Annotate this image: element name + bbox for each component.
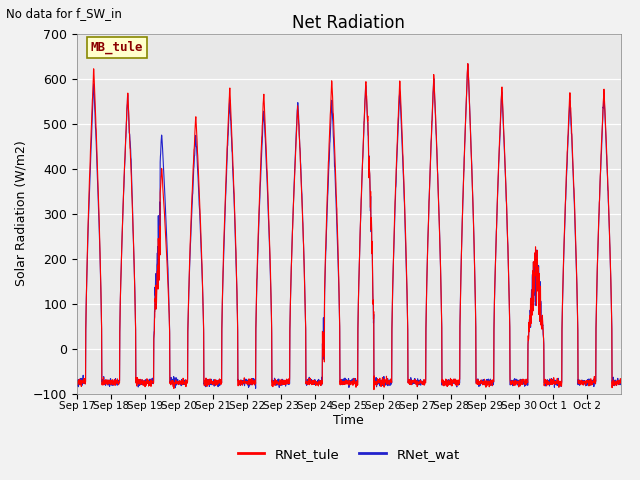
Title: Net Radiation: Net Radiation (292, 14, 405, 32)
RNet_wat (127, 156, 135, 162)
Legend: RNet_tule, RNet_wat: RNet_tule, RNet_wat (233, 443, 465, 466)
RNet_tule (370, 387, 378, 393)
RNet_wat (252, 385, 259, 391)
Text: No data for f_SW_in: No data for f_SW_in (6, 7, 122, 20)
Y-axis label: Solar Radiation (W/m2): Solar Radiation (W/m2) (14, 141, 27, 287)
RNet_tule (73, 381, 81, 387)
RNet_wat (617, 380, 625, 386)
RNet_wat (610, 377, 618, 383)
RNet_wat (381, 380, 389, 386)
RNet_tule (544, 379, 552, 384)
RNet_wat (244, 384, 252, 390)
RNet_tule (127, 169, 135, 175)
RNet_tule (244, 380, 252, 386)
RNet_tule (610, 381, 618, 387)
RNet_tule (381, 377, 389, 383)
RNet_wat (464, 61, 472, 67)
RNet_tule (513, 381, 521, 387)
RNet_tule (464, 60, 472, 66)
Line: RNet_tule: RNet_tule (77, 63, 621, 390)
RNet_tule (617, 380, 625, 386)
Line: RNet_wat: RNet_wat (77, 64, 621, 388)
Text: MB_tule: MB_tule (90, 41, 143, 54)
RNet_wat (73, 380, 81, 386)
RNet_wat (513, 379, 521, 384)
RNet_wat (544, 380, 552, 385)
X-axis label: Time: Time (333, 414, 364, 427)
